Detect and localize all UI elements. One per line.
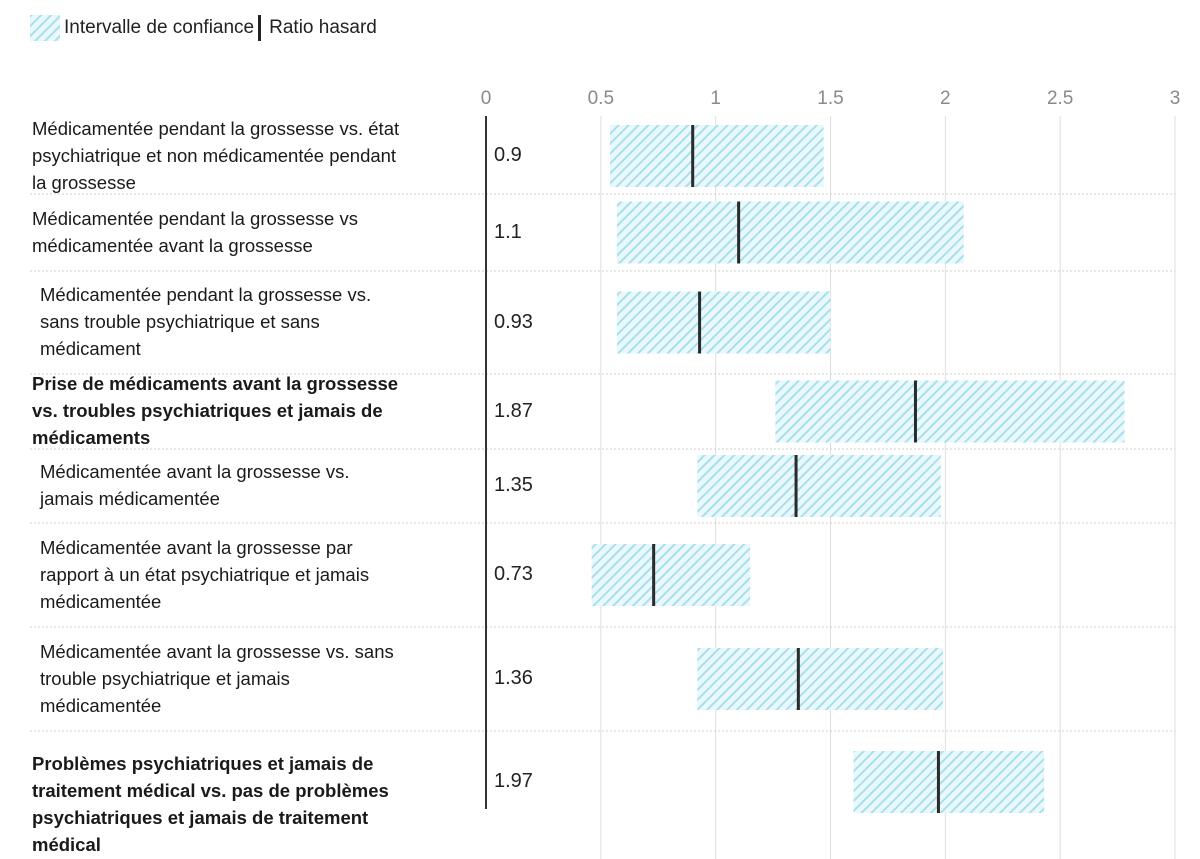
row-label-1: Médicamentée pendant la grossesse vs. ét…: [32, 115, 399, 196]
ci-bar-row-3: [616, 291, 831, 354]
ci-bar-row-4: [775, 380, 1125, 443]
hr-value-label-6: 0.73: [494, 563, 533, 585]
hr-value-label-4: 1.87: [494, 399, 533, 422]
row-label-3: Médicamentée pendant la grossesse vs. san…: [40, 281, 371, 362]
ci-bar-row-5: [697, 455, 941, 517]
row-label-line: la grossesse: [32, 171, 136, 193]
ci-bars: [591, 125, 1125, 813]
row-label-5: Médicamentée avant la grossesse vs. jamai…: [40, 458, 350, 512]
row-label-line: Médicamentée avant la grossesse vs.: [40, 461, 350, 482]
row-label-line: médicamentée: [40, 694, 162, 716]
ci-bar-row-6: [591, 544, 751, 606]
row-label-line: psychiatrique et non médicamentée pendan…: [32, 144, 397, 166]
row-label-line: médicaments: [32, 427, 151, 448]
ci-bar-row-2: [616, 201, 964, 264]
row-label-line: Médicamentée pendant la grossesse vs.: [40, 284, 372, 305]
row-label-line: sans trouble psychiatrique et sans: [40, 311, 320, 332]
row-label-line: Médicamentée avant la grossesse vs. sans: [40, 640, 394, 662]
legend: Intervalle de confiance Ratio hasard: [30, 14, 377, 42]
legend-hr-label: Ratio hasard: [269, 17, 377, 38]
row-label-line: rapport à un état psychiatrique et jamai…: [40, 563, 370, 585]
legend-ci-label: Intervalle de confiance: [64, 17, 255, 38]
x-axis-ticks: 0 0.5 1 1.5 2 2.5 3: [481, 88, 1181, 109]
hr-markers: [652, 125, 940, 813]
row-label-line: Médicamentée pendant la grossesse vs. ét…: [32, 117, 400, 139]
ci-bar-row-7: [697, 648, 944, 710]
hr-value-label-8: 1.97: [494, 770, 533, 792]
row-separators: [30, 193, 1175, 732]
hr-value-label-3: 0.93: [494, 310, 533, 333]
hr-value-label-1: 0.9: [494, 144, 522, 166]
row-label-line: psychiatriques et jamais de traitement: [32, 807, 369, 828]
x-tick-label: 0: [481, 88, 492, 109]
row-label-6: Médicamentée avant la grossesse par rappo…: [40, 534, 369, 615]
row-label-line: Prise de médicaments avant la grossesse: [32, 373, 399, 394]
confidence-interval-swatch: [30, 15, 60, 41]
hazard-ratio-marker-swatch: [258, 15, 262, 41]
row-label-8: Problèmes psychiatriques et jamais de tra…: [32, 750, 389, 858]
row-label-7: Médicamentée avant la grossesse vs. sans…: [40, 638, 394, 719]
ci-bar-row-8: [853, 751, 1045, 813]
row-label-4: Prise de médicaments avant la grossesse v…: [32, 370, 398, 451]
row-label-line: médicamentée: [40, 590, 162, 612]
row-label-line: trouble psychiatrique et jamais: [40, 667, 290, 689]
hr-value-label-7: 1.36: [494, 667, 533, 689]
row-label-2: Médicamentée pendant la grossesse vs médi…: [32, 205, 358, 259]
x-tick-label: 1.5: [817, 88, 843, 109]
hr-value-label-2: 1.1: [494, 220, 522, 243]
x-tick-label: 0.5: [588, 88, 614, 109]
row-label-line: médical: [32, 834, 101, 855]
hr-value-label-5: 1.35: [494, 474, 533, 496]
row-label-line: médicamentée avant la grossesse: [32, 234, 313, 256]
row-label-line: Médicamentée avant la grossesse par: [40, 536, 353, 558]
ci-bar-row-1: [610, 125, 824, 187]
row-label-line: traitement médical vs. pas de problèmes: [32, 780, 389, 801]
row-label-line: vs. troubles psychiatriques et jamais de: [32, 400, 383, 421]
x-tick-label: 1: [710, 88, 721, 109]
row-label-line: Médicamentée pendant la grossesse vs: [32, 207, 358, 229]
row-label-line: Problèmes psychiatriques et jamais de: [32, 753, 374, 774]
row-label-line: médicament: [40, 338, 141, 359]
x-tick-label: 2: [940, 88, 951, 109]
row-label-line: jamais médicamentée: [40, 488, 220, 509]
x-tick-label: 3: [1170, 88, 1181, 109]
x-tick-label: 2.5: [1047, 88, 1073, 109]
